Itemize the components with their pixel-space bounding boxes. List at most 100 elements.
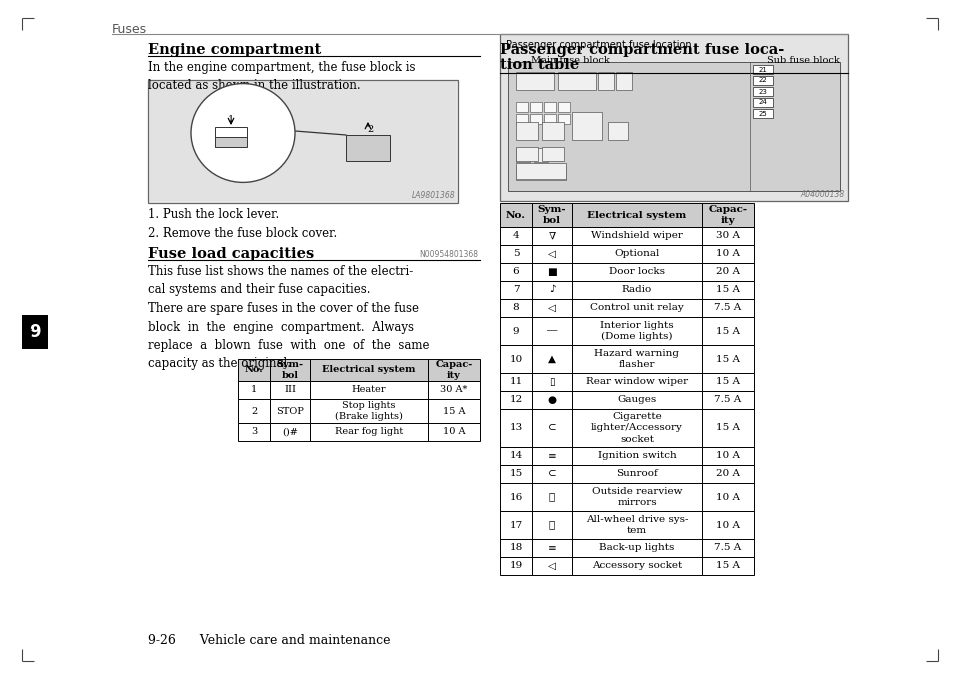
Bar <box>598 72 614 90</box>
Text: 1: 1 <box>251 386 257 394</box>
Text: 7.5 A: 7.5 A <box>714 304 742 312</box>
Bar <box>572 511 702 539</box>
Text: 30 A*: 30 A* <box>441 386 468 394</box>
Text: 8: 8 <box>513 304 519 312</box>
Bar <box>572 345 702 373</box>
Bar <box>532 483 572 511</box>
Bar <box>558 114 570 124</box>
Bar <box>532 227 572 245</box>
Bar <box>702 373 754 391</box>
Bar <box>702 409 754 447</box>
Bar <box>702 299 754 317</box>
Bar <box>500 345 532 373</box>
Bar <box>238 359 270 381</box>
Text: Hazard warning
flasher: Hazard warning flasher <box>594 349 680 369</box>
Bar <box>572 263 702 281</box>
Bar <box>753 109 773 118</box>
Text: 1: 1 <box>228 115 234 124</box>
Bar <box>753 98 773 107</box>
Bar <box>702 203 754 227</box>
Text: 10 A: 10 A <box>716 452 740 460</box>
Text: A04000138: A04000138 <box>801 190 845 199</box>
Text: 14: 14 <box>510 452 522 460</box>
Text: Stop lights
(Brake lights): Stop lights (Brake lights) <box>335 401 403 421</box>
Bar <box>500 245 532 263</box>
Bar <box>270 381 310 399</box>
Bar <box>544 114 556 124</box>
Bar <box>500 227 532 245</box>
Bar <box>238 399 270 423</box>
Text: 7: 7 <box>513 285 519 295</box>
Text: 21: 21 <box>758 67 767 73</box>
Text: Electrical system: Electrical system <box>588 210 686 219</box>
Bar <box>702 281 754 299</box>
Bar <box>516 72 554 90</box>
Text: Rear fog light: Rear fog light <box>335 428 403 437</box>
Text: 2: 2 <box>251 407 257 416</box>
Bar <box>572 203 702 227</box>
Text: 24: 24 <box>758 100 767 105</box>
Bar <box>428 423 480 441</box>
Bar <box>532 409 572 447</box>
Bar <box>702 511 754 539</box>
Text: Door locks: Door locks <box>609 268 665 276</box>
Text: 19: 19 <box>510 562 522 570</box>
Text: 15 A: 15 A <box>716 327 740 335</box>
Bar <box>428 359 480 381</box>
Bar <box>346 135 390 161</box>
Bar <box>238 381 270 399</box>
Text: Windshield wiper: Windshield wiper <box>591 232 683 240</box>
Bar <box>608 122 628 140</box>
Bar <box>572 373 702 391</box>
Bar <box>270 359 310 381</box>
Bar <box>532 557 572 575</box>
Bar <box>215 135 247 147</box>
Text: ♪: ♪ <box>549 285 555 295</box>
Bar <box>500 539 532 557</box>
Text: Radio: Radio <box>622 285 652 295</box>
Text: Interior lights
(Dome lights): Interior lights (Dome lights) <box>600 321 674 341</box>
Bar <box>572 483 702 511</box>
Text: Fuse load capacities: Fuse load capacities <box>148 247 314 261</box>
Bar <box>702 391 754 409</box>
Bar <box>532 511 572 539</box>
Text: 10: 10 <box>510 354 522 363</box>
Text: Optional: Optional <box>614 249 660 259</box>
Bar <box>572 447 702 465</box>
Bar <box>148 80 458 203</box>
Text: 15 A: 15 A <box>716 562 740 570</box>
Bar <box>516 166 566 180</box>
Text: Outside rearview
mirrors: Outside rearview mirrors <box>591 487 683 507</box>
Bar <box>500 409 532 447</box>
Text: Passenger compartment fuse loca-: Passenger compartment fuse loca- <box>500 43 784 57</box>
Bar <box>516 122 538 140</box>
Bar <box>428 399 480 423</box>
Bar <box>702 263 754 281</box>
Text: 9: 9 <box>29 323 41 341</box>
Text: 9: 9 <box>513 327 519 335</box>
Text: 15 A: 15 A <box>716 354 740 363</box>
Bar <box>500 557 532 575</box>
Bar <box>238 423 270 441</box>
Bar <box>516 102 528 112</box>
Bar <box>532 299 572 317</box>
Bar <box>516 147 538 161</box>
Text: ▯: ▯ <box>549 378 555 386</box>
Bar <box>532 345 572 373</box>
Text: STOP: STOP <box>276 407 304 416</box>
Bar <box>572 317 702 345</box>
Text: Main fuse block: Main fuse block <box>531 56 610 65</box>
Text: ★: ★ <box>549 521 555 530</box>
Bar <box>516 148 530 162</box>
Bar <box>558 72 596 90</box>
Text: In the engine compartment, the fuse block is
located as shown in the illustratio: In the engine compartment, the fuse bloc… <box>148 61 416 92</box>
Text: Sym-
bol: Sym- bol <box>538 205 566 225</box>
Text: 10 A: 10 A <box>716 249 740 259</box>
Text: ⊂: ⊂ <box>547 469 557 479</box>
Bar <box>532 373 572 391</box>
Bar <box>753 87 773 96</box>
Bar <box>572 245 702 263</box>
Text: 23: 23 <box>758 88 767 94</box>
Bar <box>516 114 528 124</box>
Text: 15 A: 15 A <box>443 407 466 416</box>
